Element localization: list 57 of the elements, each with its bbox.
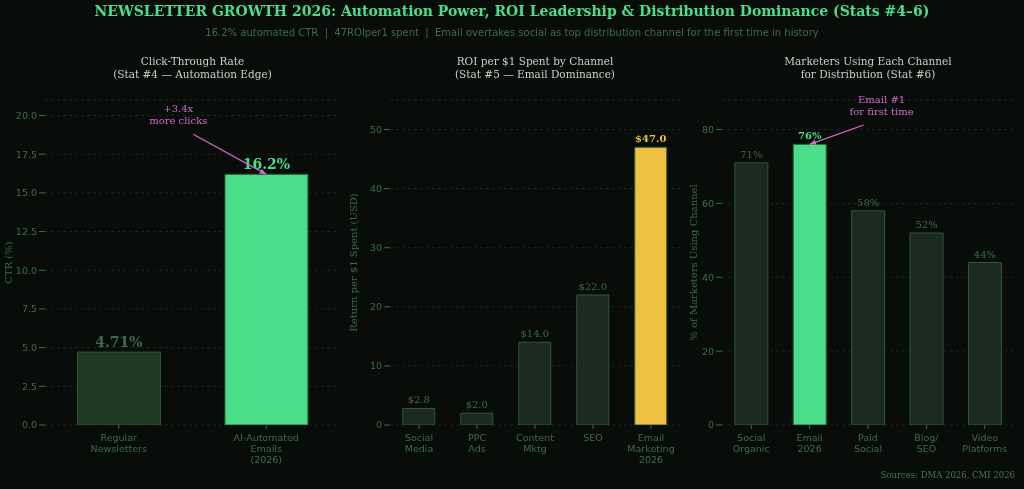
x-tick-label: Paid Social [853, 432, 883, 454]
x-tick-label: Social Organic [732, 432, 770, 454]
y-tick-label: 0.0 [21, 419, 37, 431]
y-tick-label: 80 [701, 123, 714, 135]
y-tick-label: 30 [369, 242, 382, 254]
data-label: 52% [915, 218, 938, 230]
bar [634, 146, 668, 425]
y-axis-title: CTR (%) [3, 241, 14, 284]
bar [792, 143, 827, 425]
y-tick-label: 10.0 [15, 264, 37, 276]
y-tick-label: 60 [701, 197, 714, 209]
y-tick-label: 20 [701, 345, 714, 357]
y-tick-label: 10 [369, 360, 382, 372]
chart-title: Click-Through Rate (Stat #4 — Automation Edge) [112, 55, 273, 81]
y-axis-title: % of Marketers Using Channel [688, 184, 699, 341]
data-label: $2.8 [407, 394, 430, 406]
y-tick-label: 5.0 [21, 341, 37, 353]
x-tick-label: SEO [583, 432, 603, 443]
data-label: $2.0 [465, 399, 488, 411]
x-tick-label: Video Platforms [962, 432, 1008, 454]
annotation: Email #1 for first time [849, 94, 914, 117]
chart-title: ROI per $1 Spent by Channel (Stat #5 — Email Dominance) [454, 55, 616, 81]
y-tick-label: 17.5 [15, 148, 37, 160]
y-tick-label: 2.5 [21, 380, 37, 392]
x-tick-label: Regular Newsletters [90, 432, 147, 454]
data-label: 44% [973, 248, 997, 260]
data-label: $22.0 [578, 281, 608, 292]
y-tick-label: 7.5 [21, 303, 37, 315]
x-tick-label: Blog/ SEO [914, 432, 940, 454]
y-tick-label: 40 [369, 183, 382, 195]
y-tick-label: 0 [375, 419, 382, 431]
source-note: Sources: DMA 2026, CMI 2026 [880, 470, 1015, 480]
data-label: 71% [740, 148, 763, 160]
x-tick-label: AI-Automated Emails (2026) [233, 432, 299, 465]
chart-title: Marketers Using Each Channel for Distribution (Stat #6) [783, 55, 953, 81]
y-tick-label: 12.5 [15, 225, 37, 237]
y-tick-label: 20.0 [15, 109, 37, 121]
data-label: 4.71% [95, 334, 143, 351]
y-tick-label: 0 [707, 419, 714, 431]
y-axis-title: Return per $1 Spent (USD) [348, 193, 359, 332]
data-label: $14.0 [520, 328, 550, 340]
x-tick-label: PPC Ads [467, 432, 487, 454]
x-tick-label: Email Marketing 2026 [627, 432, 675, 465]
text: 16.2% automated CTR | 47ROIper1 spent | Email overtakes social as top distribution channel for the first time in history [204, 27, 820, 38]
y-tick-label: 50 [369, 123, 382, 135]
annotation: +3.4x more clicks [149, 103, 208, 126]
y-tick-label: 20 [369, 301, 382, 313]
x-tick-label: Social Media [404, 432, 434, 454]
x-tick-label: Content Mktg [516, 432, 555, 454]
data-label: 58% [857, 196, 880, 208]
data-label: 16.2% [242, 156, 291, 173]
data-label: 76% [798, 130, 822, 142]
y-tick-label: 40 [701, 271, 714, 283]
text: NEWSLETTER GROWTH 2026: Automation Power, ROI Leadership & Distribution Dominance (Stats #4–6) [93, 3, 931, 19]
y-tick-label: 15.0 [15, 187, 37, 199]
data-label: $47.0 [635, 133, 667, 145]
x-tick-label: Email 2026 [796, 432, 823, 454]
